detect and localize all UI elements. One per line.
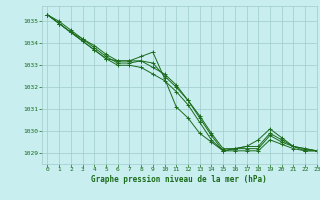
X-axis label: Graphe pression niveau de la mer (hPa): Graphe pression niveau de la mer (hPa) — [91, 175, 267, 184]
